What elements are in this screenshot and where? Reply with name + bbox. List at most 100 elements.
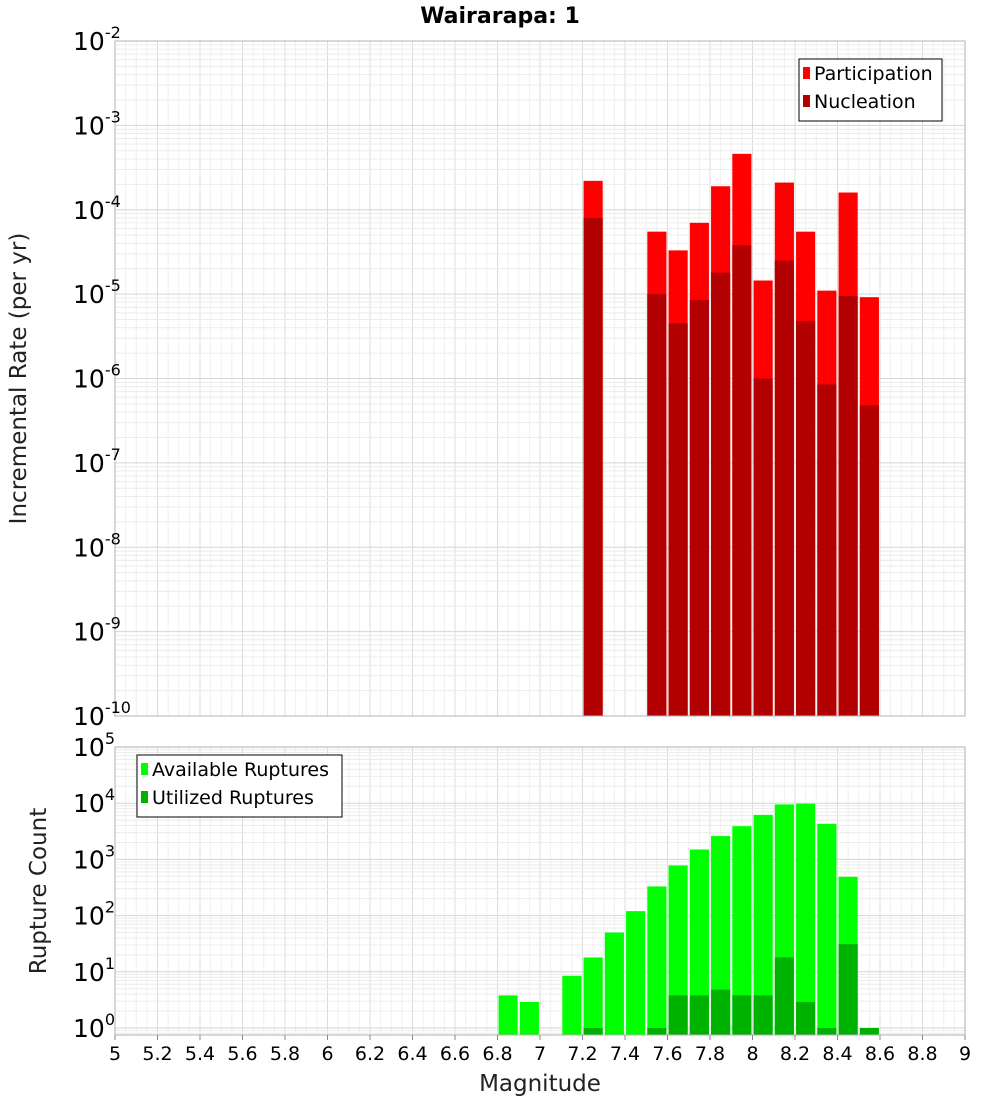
x-tick-label: 5.2	[142, 1043, 172, 1065]
rate-bar-nucleation	[753, 378, 773, 716]
rate-legend-label: Participation	[814, 63, 933, 85]
rate-grid	[114, 40, 966, 717]
count-bar-utilized-ruptures	[859, 1027, 879, 1035]
rate-legend-box	[798, 58, 943, 122]
rate-bar-nucleation	[583, 217, 603, 716]
x-axis-title: Magnitude	[479, 1071, 601, 1097]
rate-bar-nucleation	[859, 405, 879, 716]
x-tick-label: 7	[534, 1043, 546, 1065]
rate-bar-nucleation	[732, 245, 752, 717]
count-bar-available-ruptures	[498, 995, 518, 1035]
count-bar-utilized-ruptures	[774, 957, 794, 1035]
count-bar-utilized-ruptures	[838, 944, 858, 1035]
x-tick-label: 7.8	[695, 1043, 725, 1065]
rate-y-tick-label: 10-9	[73, 614, 121, 647]
count-bar-available-ruptures	[647, 886, 667, 1035]
rate-legend-swatch	[803, 67, 810, 79]
count-bar-available-ruptures	[626, 911, 646, 1035]
chart-title: Wairarapa: 1	[420, 4, 580, 29]
rate-y-tick-label: 10-8	[73, 529, 121, 562]
rate-bars	[583, 153, 879, 717]
x-tick-label: 5.4	[185, 1043, 215, 1065]
rate-bar-nucleation	[647, 294, 667, 716]
count-bar-available-ruptures	[796, 803, 816, 1035]
count-bar-available-ruptures	[519, 1001, 539, 1035]
x-tick-label: 7.4	[610, 1043, 640, 1065]
rate-bar-nucleation	[817, 384, 837, 716]
x-tick-label: 5	[109, 1043, 121, 1065]
count-bar-utilized-ruptures	[689, 995, 709, 1035]
count-bar-available-ruptures	[753, 814, 773, 1035]
rate-y-axis-title: Incremental Rate (per yr)	[6, 233, 32, 525]
count-bar-utilized-ruptures	[647, 1027, 667, 1035]
x-tick-label: 5.8	[270, 1043, 300, 1065]
count-bar-utilized-ruptures	[711, 989, 731, 1035]
rate-legend-label: Nucleation	[814, 91, 916, 113]
count-legend: Available Ruptures Utilized Ruptures	[136, 754, 343, 818]
count-bar-utilized-ruptures	[796, 1001, 816, 1035]
x-tick-label: 6.8	[482, 1043, 512, 1065]
count-y-tick-label: 105	[73, 729, 115, 762]
count-series-front	[583, 944, 879, 1035]
x-tick-label: 7.6	[652, 1043, 682, 1065]
x-tick-label: 8.2	[780, 1043, 810, 1065]
x-tick-label: 9	[959, 1043, 971, 1065]
count-panel: 105 104 103 102 101 100 Rupture Count Available…	[26, 729, 966, 1043]
count-y-tick-label: 104	[73, 785, 115, 818]
count-bar-available-ruptures	[562, 975, 582, 1035]
rate-y-tick-label: 10-7	[73, 445, 121, 478]
rate-bar-nucleation	[711, 272, 731, 716]
count-bars	[498, 803, 879, 1035]
count-legend-label: Utilized Ruptures	[152, 787, 314, 809]
rate-y-tick-label: 10-2	[73, 23, 121, 56]
count-legend-swatch	[141, 763, 148, 775]
rate-bar-nucleation	[838, 296, 858, 716]
rate-bar-nucleation	[668, 323, 688, 716]
x-axis: 5 5.2 5.4 5.6 5.8 6 6.2 6.4 6.6 6.8 7 7.2 7.4 7.6 7.8 8…	[109, 1035, 971, 1065]
count-legend-box	[136, 754, 343, 818]
x-tick-label: 7.2	[567, 1043, 597, 1065]
x-tick-label: 6	[321, 1043, 333, 1065]
x-tick-label: 8.8	[907, 1043, 937, 1065]
count-bar-utilized-ruptures	[817, 1027, 837, 1035]
x-tick-label: 5.6	[227, 1043, 257, 1065]
rate-legend-swatch	[803, 95, 810, 107]
count-bar-utilized-ruptures	[583, 1027, 603, 1035]
rate-panel: 10-2 10-3 10-4 10-5 10-6 10-7 10-8 10-9 10-10 Inc…	[6, 23, 966, 731]
count-bar-utilized-ruptures	[732, 995, 752, 1035]
count-bar-available-ruptures	[668, 865, 688, 1035]
rate-series-front	[583, 217, 879, 717]
x-tick-label: 8	[746, 1043, 758, 1065]
rate-bar-nucleation	[689, 300, 709, 716]
count-bar-utilized-ruptures	[753, 995, 773, 1035]
count-legend-label: Available Ruptures	[152, 759, 329, 781]
count-y-tick-label: 103	[73, 841, 115, 874]
count-bar-available-ruptures	[711, 836, 731, 1035]
count-bar-available-ruptures	[732, 826, 752, 1035]
rate-bar-nucleation	[796, 321, 816, 716]
count-bar-available-ruptures	[604, 932, 624, 1035]
rate-legend: Participation Nucleation	[798, 58, 943, 122]
count-bar-available-ruptures	[817, 823, 837, 1035]
count-legend-swatch	[141, 791, 148, 803]
rate-y-tick-label: 10-6	[73, 361, 121, 394]
count-bar-utilized-ruptures	[668, 995, 688, 1035]
count-bar-available-ruptures	[689, 849, 709, 1035]
x-tick-label: 8.4	[822, 1043, 852, 1065]
rate-plot-border	[114, 40, 966, 717]
rate-y-tick-label: 10-5	[73, 276, 121, 309]
x-tick-label: 8.6	[865, 1043, 895, 1065]
count-y-tick-label: 101	[73, 954, 115, 987]
rate-y-tick-label: 10-4	[73, 192, 121, 225]
x-tick-label: 6.2	[355, 1043, 385, 1065]
rate-y-tick-label: 10-3	[73, 107, 121, 140]
count-y-ticks: 105 104 103 102 101 100	[73, 729, 115, 1043]
count-y-axis-title: Rupture Count	[26, 808, 52, 974]
count-y-tick-label: 102	[73, 898, 115, 931]
rate-y-tick-label: 10-10	[73, 698, 131, 731]
count-bar-available-ruptures	[583, 957, 603, 1035]
x-tick-label: 6.4	[397, 1043, 427, 1065]
rate-bar-nucleation	[774, 260, 794, 716]
count-y-tick-label: 100	[73, 1010, 115, 1043]
